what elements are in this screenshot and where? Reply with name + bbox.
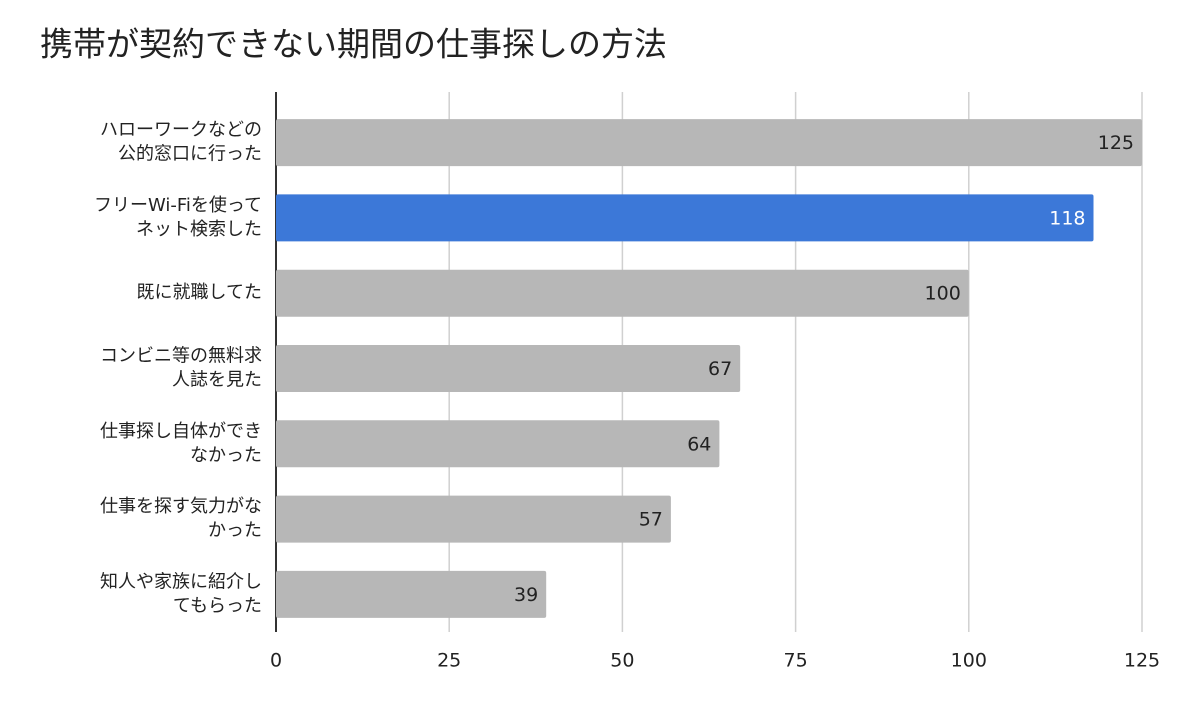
y-tick-label: 既に就職してた [137,282,262,303]
value-label: 100 [925,283,961,305]
y-tick-label: フリーWi-Fiを使ってネット検索した [94,195,262,240]
value-label: 39 [514,584,538,606]
bar [276,119,1142,167]
bar [276,420,720,468]
value-label: 125 [1098,132,1134,154]
y-tick-label: コンビニ等の無料求人誌を見た [100,346,262,391]
bar [276,194,1094,242]
x-tick-label: 0 [270,650,282,672]
bar [276,269,969,317]
x-tick-label: 25 [437,650,461,672]
x-tick-label: 50 [610,650,634,672]
value-label: 67 [708,358,732,380]
value-label: 118 [1049,207,1085,229]
x-tick-label: 125 [1124,650,1160,672]
y-tick-label: 仕事を探す気力がなかった [100,496,262,541]
y-tick-label: 仕事探し自体ができなかった [100,421,262,466]
y-tick-label: 知人や家族に紹介してもらった [100,571,262,616]
bar [276,570,547,618]
value-label: 64 [687,433,711,455]
x-tick-label: 100 [951,650,987,672]
x-tick-label: 75 [784,650,808,672]
y-tick-label: ハローワークなどの公的窓口に行った [100,120,262,165]
bar [276,345,741,392]
value-label: 57 [639,509,663,531]
chart-title: 携帯が契約できない期間の仕事探しの方法 [40,25,667,64]
bar [276,495,671,543]
